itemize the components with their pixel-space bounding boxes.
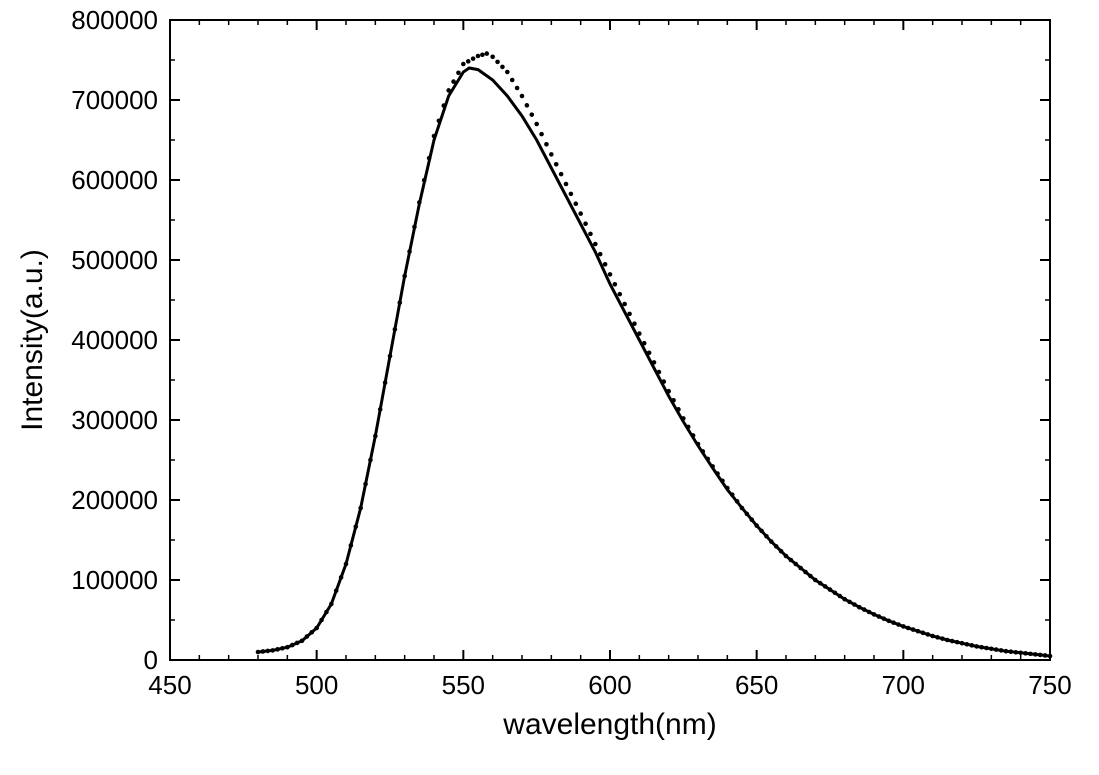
y-tick-label: 0 bbox=[144, 645, 158, 675]
x-tick-label: 550 bbox=[442, 670, 485, 700]
y-tick-label: 200000 bbox=[71, 485, 158, 515]
x-tick-label: 650 bbox=[735, 670, 778, 700]
series-dotted bbox=[256, 51, 1053, 658]
x-tick-label: 600 bbox=[588, 670, 631, 700]
y-tick-label: 800000 bbox=[71, 5, 158, 35]
y-tick-label: 500000 bbox=[71, 245, 158, 275]
y-tick-label: 100000 bbox=[71, 565, 158, 595]
y-tick-label: 700000 bbox=[71, 85, 158, 115]
spectrum-chart: 4505005506006507007500100000200000300000… bbox=[0, 0, 1099, 775]
x-tick-label: 500 bbox=[295, 670, 338, 700]
y-axis-label: Intensity(a.u.) bbox=[16, 249, 49, 431]
x-tick-label: 700 bbox=[882, 670, 925, 700]
x-tick-label: 750 bbox=[1028, 670, 1071, 700]
y-tick-label: 400000 bbox=[71, 325, 158, 355]
chart-svg: 4505005506006507007500100000200000300000… bbox=[0, 0, 1099, 775]
x-axis-label: wavelength(nm) bbox=[502, 708, 716, 741]
y-tick-label: 300000 bbox=[71, 405, 158, 435]
y-tick-label: 600000 bbox=[71, 165, 158, 195]
